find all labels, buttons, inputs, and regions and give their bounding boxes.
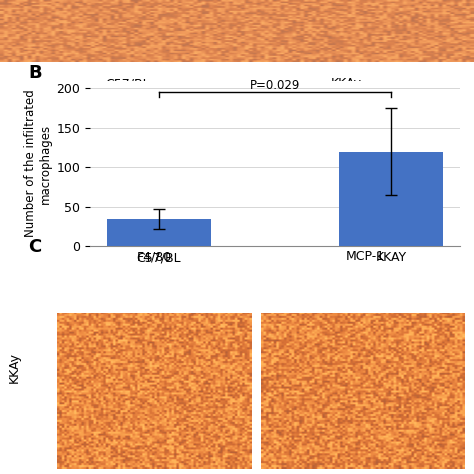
Bar: [338, 152, 443, 246]
Text: MCP-1: MCP-1: [346, 250, 384, 263]
Text: KKAy: KKAy: [330, 77, 362, 90]
Y-axis label: Number of the infiltrated
macrophages: Number of the infiltrated macrophages: [24, 90, 52, 237]
Text: C: C: [28, 238, 42, 256]
Text: F4/80: F4/80: [137, 250, 172, 263]
Bar: [107, 219, 211, 246]
Text: KKAy: KKAy: [8, 352, 21, 383]
Text: B: B: [28, 64, 42, 82]
Text: C57/BL: C57/BL: [106, 77, 150, 90]
Text: P=0.029: P=0.029: [250, 79, 300, 91]
